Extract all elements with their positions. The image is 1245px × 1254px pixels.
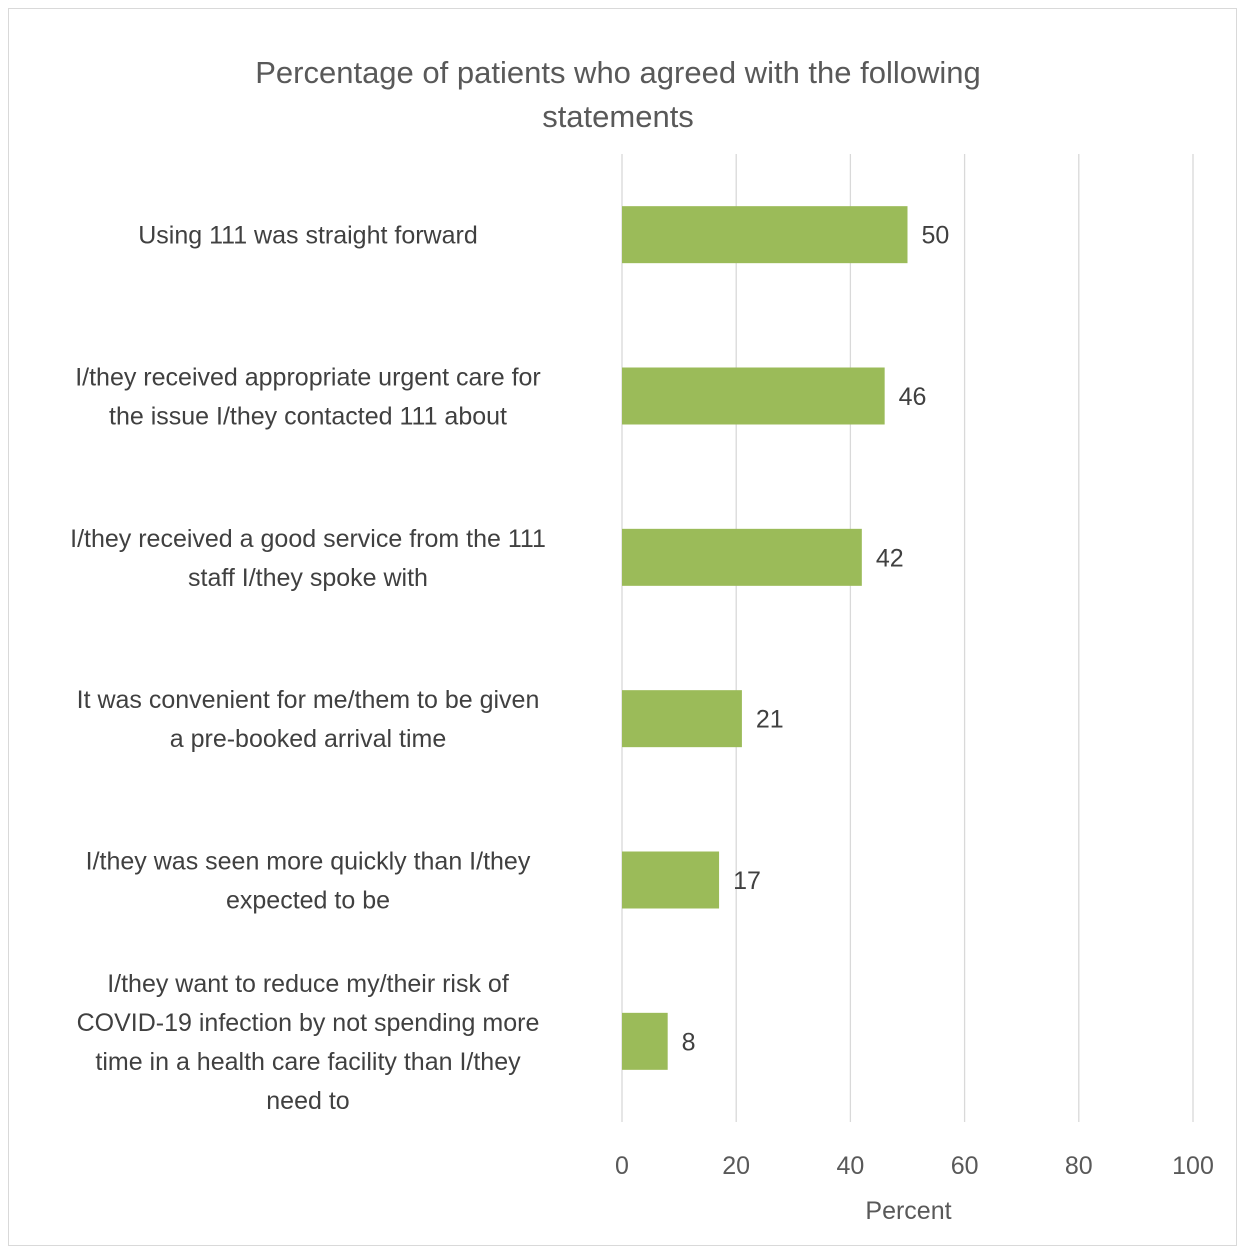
x-tick-label: 40 — [836, 1152, 864, 1180]
bar — [622, 367, 885, 425]
category-label-line: expected to be — [226, 887, 390, 915]
category-label-line: need to — [266, 1087, 349, 1115]
bar — [622, 851, 720, 909]
category-label: I/they want to reduce my/their risk of CO… — [77, 970, 540, 1115]
x-tick-label: 80 — [1065, 1152, 1093, 1180]
bar — [622, 1012, 668, 1070]
category-label: I/they received a good service from the … — [70, 525, 546, 592]
category-label-line: staff I/they spoke with — [188, 564, 428, 592]
x-axis-ticks: 0 20 40 60 80 100 — [615, 1152, 1214, 1180]
chart-title-line: Percentage of patients who agreed with t… — [255, 55, 981, 90]
category-label-line: a pre-booked arrival time — [170, 725, 447, 753]
data-label: 42 — [876, 544, 904, 572]
chart-title-line: statements — [542, 99, 694, 134]
data-label: 17 — [733, 867, 761, 895]
category-label: It was convenient for me/them to be give… — [77, 686, 540, 753]
category-label-line: I/they received appropriate urgent care … — [75, 364, 541, 392]
bar — [622, 528, 862, 586]
category-label-line: the issue I/they contacted 111 about — [109, 403, 507, 431]
category-label-line: COVID-19 infection by not spending more — [77, 1009, 540, 1037]
data-label: 21 — [756, 706, 784, 734]
x-tick-label: 100 — [1172, 1152, 1214, 1180]
category-label: Using 111 was straight forward — [138, 222, 478, 250]
x-tick-label: 60 — [951, 1152, 979, 1180]
category-label: I/they received appropriate urgent care … — [75, 364, 541, 431]
category-label-line: time in a health care facility than I/th… — [95, 1048, 521, 1076]
category-labels: Using 111 was straight forward I/they rec… — [70, 222, 546, 1115]
category-label-line: Using 111 was straight forward — [138, 222, 478, 250]
category-label-line: I/they want to reduce my/their risk of — [107, 970, 509, 998]
category-label-line: It was convenient for me/them to be give… — [77, 686, 540, 714]
gridlines — [621, 154, 1194, 1122]
bar — [622, 690, 742, 748]
data-labels: 50 46 42 21 17 8 — [682, 222, 950, 1057]
category-label: I/they was seen more quickly than I/they… — [86, 848, 531, 915]
chart-title: Percentage of patients who agreed with t… — [255, 55, 981, 134]
x-tick-label: 0 — [615, 1152, 629, 1180]
bar — [622, 206, 908, 264]
data-label: 8 — [682, 1028, 696, 1056]
category-label-line: I/they received a good service from the … — [70, 525, 546, 553]
x-tick-label: 20 — [722, 1152, 750, 1180]
x-axis-title: Percent — [865, 1197, 951, 1225]
data-label: 50 — [922, 222, 950, 250]
bars — [622, 206, 908, 1070]
data-label: 46 — [899, 383, 927, 411]
category-label-line: I/they was seen more quickly than I/they — [86, 848, 531, 876]
